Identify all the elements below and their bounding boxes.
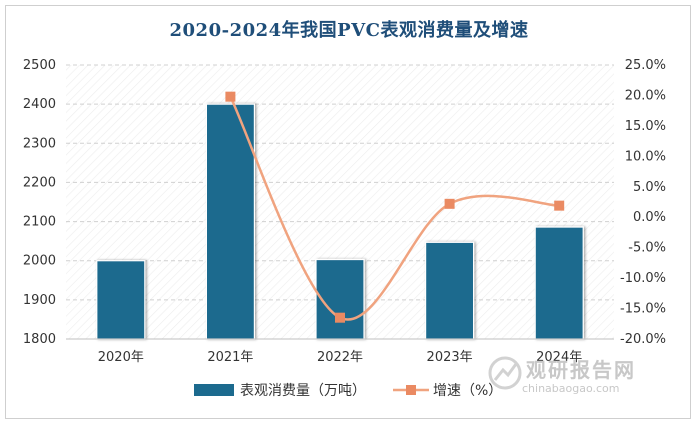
watermark: 观研报告网 chinabaogao.com (486, 352, 676, 400)
watermark-name: 观研报告网 (526, 358, 636, 382)
y-left-tick-label: 2100 (23, 215, 56, 230)
y-left-tick-label: 2500 (23, 58, 56, 73)
bar (534, 226, 584, 340)
y-left-tick-label: 2200 (23, 175, 56, 190)
legend-line-label: 增速（%） (433, 383, 502, 399)
y-right-tick-label: -10.0% (620, 271, 666, 286)
x-axis: 2020年 2021年 2022年 2023年 2024年 (66, 338, 614, 365)
y-right-tick-label: -5.0% (628, 241, 666, 256)
growth-marker (225, 91, 236, 102)
y-left-tick-label: 1900 (23, 293, 56, 308)
y-left-tick-label: 2300 (23, 136, 56, 151)
legend-line-marker (406, 385, 416, 395)
legend-bar-swatch (194, 384, 234, 396)
y-right-tick-label: 0.0% (633, 210, 666, 225)
watermark-logo-icon (488, 356, 522, 390)
y-right-tick-label: 25.0% (625, 58, 666, 73)
y-axis-left: 2500 2400 2300 2200 2100 2000 1900 1800 (23, 58, 56, 347)
growth-marker (444, 198, 455, 209)
bar (205, 103, 255, 340)
y-right-tick-label: 10.0% (625, 149, 666, 164)
watermark-url: chinabaogao.com (522, 382, 620, 395)
bar-series (96, 103, 584, 340)
x-tick-label: 2024年 (536, 350, 582, 365)
bar (96, 260, 146, 340)
x-tick-label: 2020年 (98, 350, 144, 365)
line-series (225, 91, 565, 323)
x-tick-label: 2022年 (317, 350, 363, 365)
y-right-tick-label: -15.0% (620, 302, 666, 317)
bar (315, 258, 365, 340)
y-left-tick-label: 2000 (23, 254, 56, 269)
legend-bar-label: 表观消费量（万吨） (240, 383, 366, 399)
y-right-tick-label: 5.0% (633, 180, 666, 195)
chart-title: 2020-2024年我国PVC表观消费量及增速 (169, 20, 529, 41)
y-left-tick-label: 2400 (23, 97, 56, 112)
y-right-tick-label: -20.0% (620, 332, 666, 347)
growth-marker (335, 312, 345, 323)
bar (425, 241, 475, 340)
y-right-tick-label: 20.0% (625, 88, 666, 103)
y-left-tick-label: 1800 (23, 332, 56, 347)
x-tick-label: 2021年 (207, 350, 253, 365)
y-right-tick-label: 15.0% (625, 119, 666, 134)
growth-line (229, 96, 560, 321)
x-tick-label: 2023年 (427, 350, 473, 365)
growth-marker (554, 200, 565, 211)
y-axis-right: 25.0% 20.0% 15.0% 10.0% 5.0% 0.0% -5.0% -10.0% -… (620, 58, 666, 347)
legend: 表观消费量（万吨） 增速（%） (194, 383, 502, 399)
